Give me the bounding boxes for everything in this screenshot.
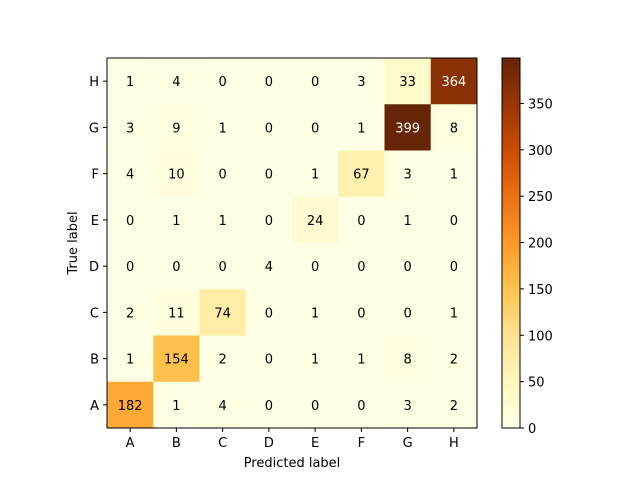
x-tick-label: F bbox=[358, 436, 365, 451]
cell-value-label: 2 bbox=[450, 399, 458, 414]
cell-value-label: 0 bbox=[218, 168, 226, 183]
cell-value-label: 67 bbox=[353, 168, 370, 183]
cell-value-label: 0 bbox=[357, 214, 365, 229]
y-tick-label: H bbox=[89, 75, 99, 90]
y-tick-label: C bbox=[90, 306, 99, 321]
cell-value-label: 1 bbox=[311, 353, 319, 368]
cell-value-label: 0 bbox=[357, 399, 365, 414]
colorbar-tick-label: 250 bbox=[528, 190, 553, 205]
x-tick-label: H bbox=[449, 436, 459, 451]
cell-value-label: 24 bbox=[307, 214, 324, 229]
cell-value-label: 1 bbox=[311, 306, 319, 321]
cell-value-label: 33 bbox=[399, 75, 416, 90]
x-tick-label: C bbox=[218, 436, 227, 451]
cell-value-label: 0 bbox=[450, 260, 458, 275]
cell-value-label: 0 bbox=[403, 306, 411, 321]
cell-value-label: 1 bbox=[357, 353, 365, 368]
cell-value-label: 399 bbox=[395, 121, 420, 136]
y-tick-label: E bbox=[91, 214, 99, 229]
cell-value-label: 8 bbox=[403, 353, 411, 368]
cell-value-label: 11 bbox=[168, 306, 185, 321]
x-tick-label: E bbox=[311, 436, 319, 451]
cell-value-label: 0 bbox=[265, 399, 273, 414]
cell-value-label: 0 bbox=[265, 121, 273, 136]
cell-value-label: 154 bbox=[164, 353, 189, 368]
cell-value-label: 1 bbox=[450, 306, 458, 321]
cell-value-label: 0 bbox=[265, 353, 273, 368]
cell-value-label: 1 bbox=[126, 75, 134, 90]
cell-value-label: 3 bbox=[126, 121, 134, 136]
cell-value-label: 2 bbox=[126, 306, 134, 321]
x-axis-label: Predicted label bbox=[244, 456, 341, 471]
cell-value-label: 8 bbox=[450, 121, 458, 136]
colorbar-tick-label: 200 bbox=[528, 237, 553, 252]
cell-value-label: 3 bbox=[357, 75, 365, 90]
cell-value-label: 0 bbox=[311, 121, 319, 136]
cell-value-label: 0 bbox=[265, 214, 273, 229]
x-axis: A B C D E F G H bbox=[126, 428, 459, 451]
cell-value-label: 10 bbox=[168, 168, 185, 183]
heatmap-cells bbox=[107, 58, 478, 429]
y-tick-label: G bbox=[89, 121, 99, 136]
colorbar-gradient bbox=[502, 58, 520, 428]
cell-value-label: 0 bbox=[126, 260, 134, 275]
cell-value-label: 74 bbox=[214, 306, 231, 321]
cell-value-label: 0 bbox=[265, 306, 273, 321]
cell-value-label: 2 bbox=[218, 353, 226, 368]
cell-value-label: 3 bbox=[403, 168, 411, 183]
cell-value-label: 1 bbox=[403, 214, 411, 229]
cell-value-label: 0 bbox=[218, 260, 226, 275]
y-tick-label: F bbox=[92, 168, 99, 183]
colorbar: 0 50 100 150 200 250 300 350 bbox=[502, 58, 553, 437]
x-tick-label: G bbox=[403, 436, 413, 451]
y-axis-label: True label bbox=[66, 211, 81, 275]
colorbar-tick-label: 300 bbox=[528, 144, 553, 159]
cell-value-label: 1 bbox=[218, 121, 226, 136]
cell-value-label: 9 bbox=[172, 121, 180, 136]
cell-value-label: 0 bbox=[311, 75, 319, 90]
x-tick-label: D bbox=[264, 436, 274, 451]
cell-value-label: 4 bbox=[172, 75, 180, 90]
x-tick-label: A bbox=[126, 436, 135, 451]
cell-value-label: 0 bbox=[172, 260, 180, 275]
cell-value-label: 182 bbox=[118, 399, 143, 414]
y-tick-label: B bbox=[90, 353, 99, 368]
cell-value-label: 0 bbox=[265, 75, 273, 90]
cell-value-label: 0 bbox=[126, 214, 134, 229]
cell-value-label: 1 bbox=[218, 214, 226, 229]
cell-value-label: 4 bbox=[126, 168, 134, 183]
cell-value-label: 364 bbox=[441, 75, 466, 90]
cell-value-label: 1 bbox=[450, 168, 458, 183]
cell-value-label: 0 bbox=[450, 214, 458, 229]
colorbar-tick-label: 50 bbox=[528, 376, 545, 391]
colorbar-tick-label: 350 bbox=[528, 97, 553, 112]
cell-value-label: 0 bbox=[265, 168, 273, 183]
cell-value-label: 2 bbox=[450, 353, 458, 368]
cell-value-label: 1 bbox=[172, 399, 180, 414]
colorbar-tick-label: 0 bbox=[528, 422, 536, 437]
colorbar-ticks: 0 50 100 150 200 250 300 350 bbox=[520, 97, 553, 437]
cell-value-label: 0 bbox=[357, 260, 365, 275]
cell-value-label: 0 bbox=[311, 399, 319, 414]
cell-value-label: 4 bbox=[265, 260, 273, 275]
cell-value-label: 0 bbox=[357, 306, 365, 321]
cell-value-label: 0 bbox=[403, 260, 411, 275]
cell-value-label: 4 bbox=[218, 399, 226, 414]
cell-value-label: 3 bbox=[403, 399, 411, 414]
y-tick-label: D bbox=[89, 260, 99, 275]
x-tick-label: B bbox=[172, 436, 181, 451]
cell-value-label: 1 bbox=[126, 353, 134, 368]
colorbar-tick-label: 150 bbox=[528, 283, 553, 298]
cell-value-label: 1 bbox=[172, 214, 180, 229]
cell-value-label: 0 bbox=[311, 260, 319, 275]
y-axis: H G F E D C B A bbox=[89, 75, 107, 414]
cell-value-label: 1 bbox=[311, 168, 319, 183]
y-tick-label: A bbox=[90, 399, 99, 414]
cell-value-label: 0 bbox=[218, 75, 226, 90]
cell-value-label: 1 bbox=[357, 121, 365, 136]
colorbar-tick-label: 100 bbox=[528, 329, 553, 344]
